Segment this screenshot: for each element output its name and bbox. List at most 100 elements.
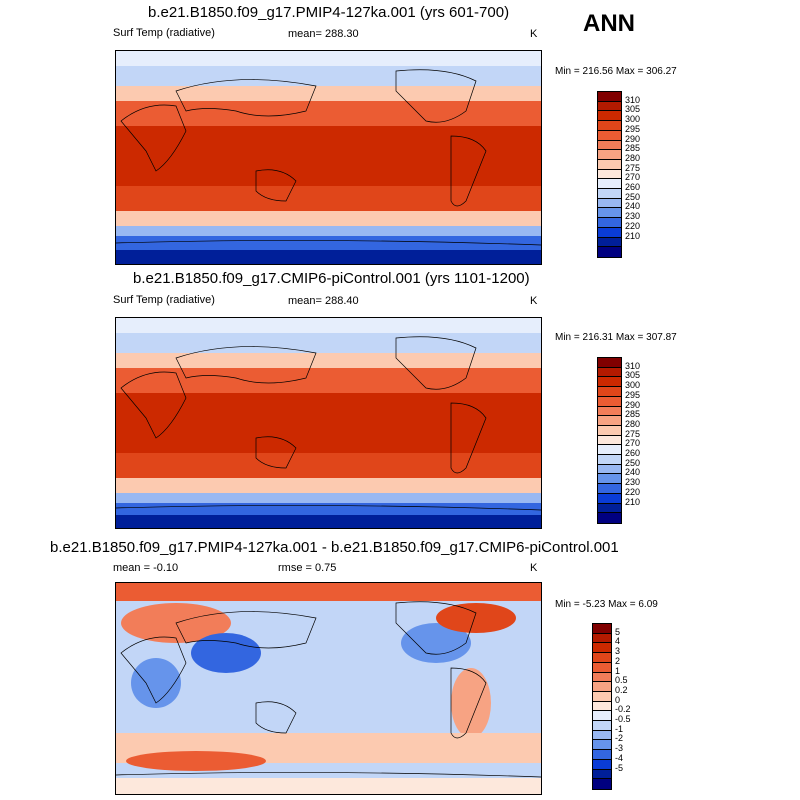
- colorbar-tick-label: -2: [615, 733, 624, 744]
- colorbar-tick-label: 305: [625, 104, 641, 115]
- colorbar-tick-label: 275: [625, 162, 641, 173]
- colorbar-tick-label: 250: [625, 457, 641, 468]
- colorbar-tick-label: 275: [625, 428, 641, 439]
- colorbar-swatch: [598, 425, 621, 436]
- colorbar-tick-label: 280: [625, 418, 641, 429]
- colorbar-tick-label: 0: [615, 694, 621, 705]
- colorbar-tick-label: 250: [625, 191, 641, 202]
- colorbar-swatch: [598, 227, 621, 238]
- panel3-colorbar: [592, 623, 612, 790]
- panel2-coast-australia: [255, 436, 297, 469]
- panel3-namerica-cool: [401, 623, 471, 663]
- colorbar-tick-label: 290: [625, 399, 641, 410]
- colorbar-swatch: [598, 247, 621, 257]
- colorbar-swatch: [598, 198, 621, 209]
- colorbar-swatch: [598, 493, 621, 504]
- colorbar-swatch: [598, 101, 621, 112]
- panel3-arctic-anomaly: [116, 583, 541, 601]
- panel2-band-north-high: [116, 333, 541, 353]
- season-label: ANN: [583, 10, 635, 37]
- panel1-title: b.e21.B1850.f09_g17.PMIP4-127ka.001 (yrs…: [148, 4, 510, 21]
- panel2-title: b.e21.B1850.f09_g17.CMIP6-piControl.001 …: [133, 270, 530, 287]
- colorbar-swatch: [598, 445, 621, 456]
- colorbar-swatch: [598, 159, 621, 170]
- colorbar-tick-label: 300: [625, 380, 641, 391]
- panel1-coast-south-america: [450, 135, 487, 207]
- colorbar-swatch: [598, 484, 621, 494]
- panel3-coast-eurasia: [175, 611, 317, 649]
- panel1-coast-australia: [255, 169, 297, 202]
- colorbar-swatch: [593, 643, 611, 654]
- panel1-coast-africa: [120, 104, 187, 172]
- colorbar-tick-label: 280: [625, 152, 641, 163]
- colorbar-swatch: [593, 721, 611, 731]
- colorbar-tick-label: -5: [615, 762, 624, 773]
- panel2-band-antarctic-edge: [116, 503, 541, 515]
- colorbar-tick-label: 295: [625, 123, 641, 134]
- panel1-minmax: Min = 216.56 Max = 306.27: [555, 66, 677, 77]
- colorbar-swatch: [598, 416, 621, 426]
- colorbar-tick-label: 210: [625, 230, 641, 241]
- panel2-band-antarctica: [116, 515, 541, 528]
- colorbar-tick-label: 270: [625, 438, 641, 449]
- colorbar-swatch: [593, 633, 611, 644]
- colorbar-tick-label: 230: [625, 477, 641, 488]
- panel2-map-svg: [116, 318, 541, 528]
- panel3-map-svg: [116, 583, 541, 794]
- panel2-coast-north-america: [395, 336, 477, 390]
- panel1-variable: Surf Temp (radiative): [113, 27, 215, 39]
- colorbar-swatch: [598, 367, 621, 378]
- colorbar-tick-label: 300: [625, 114, 641, 125]
- panel3-coast-north-america: [395, 601, 477, 655]
- panel1-band-north-mid: [116, 86, 541, 101]
- colorbar-swatch: [593, 691, 611, 702]
- colorbar-swatch: [598, 189, 621, 199]
- colorbar-swatch: [598, 464, 621, 475]
- colorbar-swatch: [598, 169, 621, 180]
- colorbar-tick-label: -4: [615, 752, 624, 763]
- colorbar-tick-label: 285: [625, 143, 641, 154]
- panel3-units: K: [530, 562, 538, 574]
- panel3-southern-warm: [126, 751, 266, 771]
- panel2-coast-eurasia: [175, 346, 317, 384]
- colorbar-tick-label: 270: [625, 172, 641, 183]
- panel1-band-antarctica: [116, 250, 541, 264]
- panel2-mean: mean= 288.40: [288, 295, 359, 307]
- colorbar-swatch: [598, 208, 621, 219]
- colorbar-swatch: [593, 682, 611, 692]
- panel3-coast-south-america: [450, 667, 487, 739]
- colorbar-swatch: [598, 406, 621, 417]
- panel2-band-arctic: [116, 318, 541, 333]
- colorbar-swatch: [593, 701, 611, 712]
- panel2-coast-south-america: [450, 402, 487, 474]
- colorbar-tick-label: 240: [625, 201, 641, 212]
- colorbar-tick-label: 5: [615, 626, 621, 637]
- colorbar-tick-label: 3: [615, 646, 621, 657]
- colorbar-swatch: [598, 150, 621, 160]
- colorbar-swatch: [598, 130, 621, 141]
- panel1-map: [115, 50, 542, 265]
- colorbar-tick-label: -0.5: [615, 714, 631, 725]
- panel2-coast-africa: [120, 371, 187, 439]
- panel1-mean: mean= 288.30: [288, 28, 359, 40]
- panel2-map: [115, 317, 542, 529]
- panel3-mean: mean = -0.10: [113, 562, 179, 574]
- panel3-africa-cool: [131, 658, 181, 708]
- panel1-band-antarctic-edge: [116, 236, 541, 250]
- colorbar-tick-label: 230: [625, 211, 641, 222]
- colorbar-tick-label: -3: [615, 743, 624, 754]
- panel1-band-south-sub: [116, 186, 541, 211]
- colorbar-tick-label: 1: [615, 665, 621, 676]
- colorbar-swatch: [598, 111, 621, 122]
- panel2-variable: Surf Temp (radiative): [113, 294, 215, 306]
- panel3-minmax: Min = -5.23 Max = 6.09: [555, 599, 658, 610]
- colorbar-swatch: [593, 779, 611, 789]
- colorbar-tick-label: 260: [625, 182, 641, 193]
- colorbar-tick-label: -1: [615, 723, 624, 734]
- panel1-band-arctic: [116, 51, 541, 66]
- panel1-coast-eurasia: [175, 79, 317, 117]
- colorbar-tick-label: 4: [615, 636, 621, 647]
- panel2-colorbar: [597, 357, 622, 524]
- panel2-band-tropics: [116, 393, 541, 453]
- panel1-band-tropics: [116, 126, 541, 186]
